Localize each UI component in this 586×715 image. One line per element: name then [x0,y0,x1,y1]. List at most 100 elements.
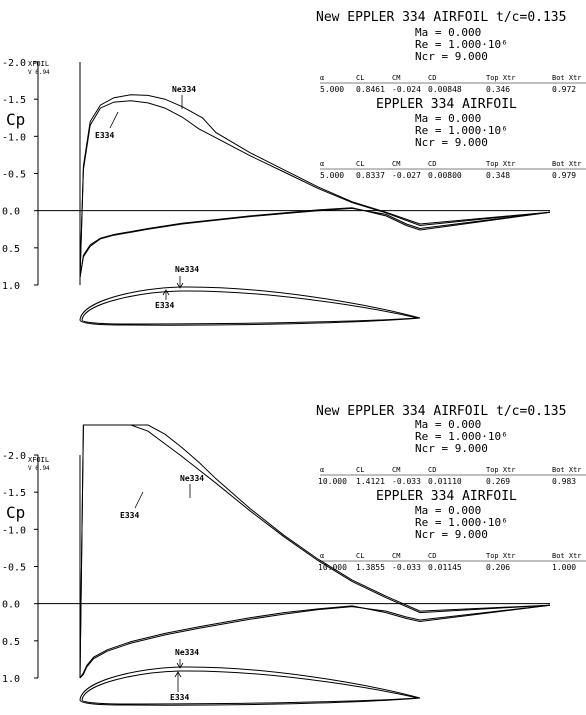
p2-ne-hdr-alpha: α [320,466,324,474]
y-tick-label: 1.0 [2,281,20,292]
p2-e-cl: 1.3855 [356,563,385,572]
cp-curve-e334-lower [79,604,551,679]
panel-2-y-axis: -2.0 -1.5 -1.0 -0.5 0.0 0.5 1.0 [2,451,550,685]
p2-e-hdr-cd: CD [428,552,436,560]
p2-e-hdr-alpha: α [320,552,324,560]
p2-foil-label-ne334: Ne334 [175,648,199,657]
cp-curve-e334-upper [79,100,551,278]
y-tick-label: -1.5 [2,95,26,106]
panel-1-ma-e: Ma = 0.000 [415,112,481,125]
y-tick-label: 0.5 [2,244,20,255]
panel-2-re-ne: Re = 1.000·10⁶ [415,430,508,443]
y-tick-label: -1.0 [2,525,26,536]
p2-ne-hdr-cd: CD [428,466,436,474]
p1-e-hdr-cl: CL [356,160,364,168]
panel-1-airfoils: Ne334 E334 [79,265,421,326]
p1-ne-cm: -0.024 [392,85,421,94]
p1-foil-label-ne334: Ne334 [175,265,199,274]
p2-airfoil-e334 [81,670,419,705]
panel-2-program-label: XFOIL [28,456,49,464]
p1-ne-topxtr: 0.346 [486,85,510,94]
p1-e-cm: -0.027 [392,171,421,180]
p2-e-hdr-cl: CL [356,552,364,560]
panel-1-ncr-e: Ncr = 9.000 [415,136,488,149]
curve-label-e334: E334 [120,511,139,520]
panel-1-ncr-ne: Ncr = 9.000 [415,50,488,63]
p2-e-botxtr: 1.000 [552,563,576,572]
panel-1-ylabel: Cp [6,110,25,129]
panel-2-airfoils: Ne334 E334 [79,648,421,706]
p1-ne-cl: 0.8461 [356,85,385,94]
panel-1-data-box: New EPPLER 334 AIRFOIL t/c=0.135 Ma = 0.… [316,10,586,180]
p2-e-topxtr: 0.206 [486,563,510,572]
p2-ne-cd: 0.01110 [428,477,462,486]
p2-e-hdr-botxtr: Bot Xtr [552,552,582,560]
panel-1-ma-ne: Ma = 0.000 [415,26,481,39]
p2-ne-cm: -0.033 [392,477,421,486]
y-tick-label: 1.0 [2,674,20,685]
cp-curve-e334-lower [79,207,551,278]
p2-e-hdr-cm: CM [392,552,400,560]
panel-1-re-ne: Re = 1.000·10⁶ [415,38,508,51]
y-tick-label: 0.0 [2,600,20,611]
cp-curve-ne334-upper [79,424,551,679]
p1-e-hdr-cm: CM [392,160,400,168]
p1-e-hdr-cd: CD [428,160,436,168]
cp-curve-ne334-upper [79,94,551,278]
y-tick-label: -1.0 [2,132,26,143]
p1-ne-hdr-cd: CD [428,74,436,82]
p2-ne-hdr-topxtr: Top Xtr [486,466,516,474]
p2-ne-cl: 1.4121 [356,477,385,486]
p1-ne-botxtr: 0.972 [552,85,576,94]
p1-airfoil-ne334 [79,286,421,326]
p1-airfoil-e334 [81,290,419,325]
p2-e-hdr-topxtr: Top Xtr [486,552,516,560]
p1-ne-alpha: 5.000 [320,85,344,94]
p2-ne-botxtr: 0.983 [552,477,576,486]
p1-e-botxtr: 0.979 [552,171,576,180]
panel-2-data-box: New EPPLER 334 AIRFOIL t/c=0.135 Ma = 0.… [316,404,586,572]
p1-e-hdr-alpha: α [320,160,324,168]
panel-2-title-e: EPPLER 334 AIRFOIL [376,489,517,504]
p1-ne-hdr-alpha: α [320,74,324,82]
p2-ne-hdr-cl: CL [356,466,364,474]
p1-e-alpha: 5.000 [320,171,344,180]
panel-2-ncr-e: Ncr = 9.000 [415,528,488,541]
panel-2-ma-ne: Ma = 0.000 [415,418,481,431]
p2-airfoil-ne334 [79,666,421,706]
panel-1-version-label: V 6.94 [28,69,50,76]
p2-ne-alpha: 10.000 [318,477,347,486]
curve-arrow-e334 [134,491,144,509]
panel-2-version-label: V 6.94 [28,465,50,472]
panel-1-cp-curves: Ne334 E334 [79,85,551,278]
p1-e-cd: 0.00800 [428,171,462,180]
curve-label-ne334: Ne334 [180,474,204,483]
panel-2-ylabel: Cp [6,503,25,522]
panel-2: New EPPLER 334 AIRFOIL t/c=0.135 Ma = 0.… [2,404,586,706]
curve-label-e334: E334 [95,131,114,140]
panel-2-title-ne: New EPPLER 334 AIRFOIL t/c=0.135 [316,404,566,419]
panel-1: New EPPLER 334 AIRFOIL t/c=0.135 Ma = 0.… [2,10,586,326]
curve-label-ne334: Ne334 [172,85,196,94]
p1-ne-hdr-topxtr: Top Xtr [486,74,516,82]
panel-1-program-label: XFOIL [28,60,49,68]
p2-e-cd: 0.01145 [428,563,462,572]
curve-arrow-e334 [109,111,119,129]
cp-curve-e334-upper [79,424,551,679]
p1-e-cl: 0.8337 [356,171,385,180]
cp-curve-ne334-lower [79,207,551,278]
p2-foil-label-e334: E334 [170,693,189,702]
y-tick-label: -2.0 [2,58,26,69]
p1-ne-hdr-cm: CM [392,74,400,82]
panel-1-y-axis: -2.0 -1.5 -1.0 -0.5 0.0 0.5 1.0 [2,58,550,292]
panel-2-ma-e: Ma = 0.000 [415,504,481,517]
y-tick-label: 0.0 [2,207,20,218]
p2-ne-hdr-cm: CM [392,466,400,474]
y-tick-label: -1.5 [2,488,26,499]
p1-e-hdr-botxtr: Bot Xtr [552,160,582,168]
cp-curve-ne334-lower [79,604,551,679]
panel-2-cp-curves: Ne334 E334 [79,424,551,679]
p2-e-cm: -0.033 [392,563,421,572]
p1-e-hdr-topxtr: Top Xtr [486,160,516,168]
